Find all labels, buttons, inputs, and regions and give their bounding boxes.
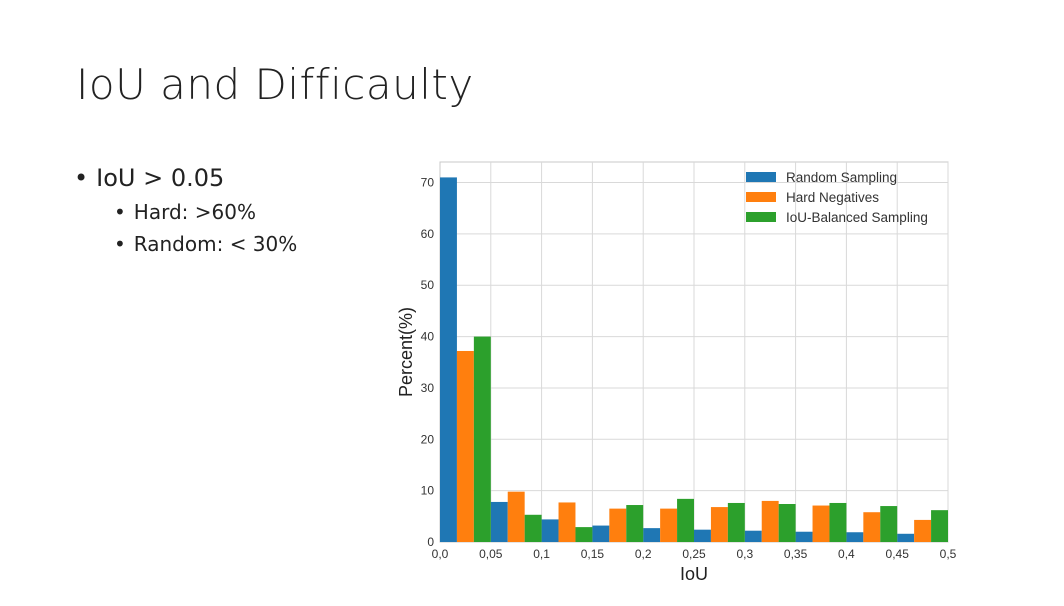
- bar-hard-negatives: [558, 502, 576, 542]
- y-tick-label: 20: [421, 432, 435, 446]
- x-tick-label: 0,2: [635, 547, 652, 561]
- bar-iou-balanced-sampling: [931, 510, 948, 542]
- bar-random-sampling: [846, 532, 864, 542]
- bar-hard-negatives: [609, 508, 627, 542]
- bullet-item: • IoU > 0.05: [74, 164, 297, 192]
- bar-iou-balanced-sampling: [626, 505, 644, 542]
- y-tick-label: 70: [421, 176, 435, 190]
- bullet-dot-icon: •: [114, 232, 126, 256]
- bullet-dot-icon: •: [114, 200, 126, 224]
- bar-hard-negatives: [761, 500, 779, 542]
- iou-histogram-chart: 0 10 20 30 40 50 60 70 0,0 0,05 0,1 0,15 0,2 0,25 0,3 0…: [380, 150, 980, 590]
- x-tick-label: 0,25: [682, 547, 706, 561]
- bar-random-sampling: [643, 528, 661, 542]
- x-tick-label: 0,3: [736, 547, 753, 561]
- bar-random-sampling: [744, 530, 762, 542]
- x-tick-label: 0,4: [838, 547, 855, 561]
- bar-iou-balanced-sampling: [473, 336, 491, 542]
- x-axis-label: IoU: [680, 564, 708, 584]
- bullet-text: IoU > 0.05: [96, 164, 225, 192]
- x-tick-label: 0,1: [533, 547, 550, 561]
- x-tick-label: 0,5: [940, 547, 957, 561]
- bar-random-sampling: [694, 529, 711, 542]
- legend-label: Hard Negatives: [786, 190, 879, 205]
- bar-hard-negatives: [710, 507, 728, 542]
- bar-hard-negatives: [812, 505, 830, 542]
- slide-title: IoU and Difficaulty: [76, 60, 474, 109]
- legend-swatch: [746, 192, 776, 202]
- bar-random-sampling: [592, 525, 610, 542]
- legend-label: IoU-Balanced Sampling: [786, 210, 928, 225]
- bullet-dot-icon: •: [74, 164, 89, 192]
- x-tick-label: 0,0: [432, 547, 449, 561]
- bar-hard-negatives: [507, 491, 525, 542]
- bar-random-sampling: [795, 531, 813, 542]
- bar-iou-balanced-sampling: [677, 498, 694, 542]
- x-tick-label: 0,15: [581, 547, 605, 561]
- bar-hard-negatives: [456, 350, 474, 542]
- bar-hard-negatives: [863, 512, 881, 542]
- bar-iou-balanced-sampling: [778, 504, 796, 542]
- y-tick-label: 10: [421, 484, 435, 498]
- y-tick-label: 50: [421, 278, 435, 292]
- bar-iou-balanced-sampling: [575, 527, 593, 542]
- legend-swatch: [746, 172, 776, 182]
- bullet-text: Random: < 30%: [133, 232, 298, 256]
- bar-random-sampling: [541, 519, 559, 542]
- bullet-list: • IoU > 0.05 • Hard: >60% • Random: < 30…: [74, 164, 297, 264]
- bar-iou-balanced-sampling: [880, 506, 898, 542]
- y-axis-label: Percent(%): [396, 307, 416, 397]
- bar-random-sampling: [440, 177, 457, 543]
- bullet-text: Hard: >60%: [133, 200, 256, 224]
- y-tick-label: 60: [421, 227, 435, 241]
- x-tick-label: 0,45: [886, 547, 910, 561]
- x-tick-label: 0,35: [784, 547, 808, 561]
- chart-svg: 0 10 20 30 40 50 60 70 0,0 0,05 0,1 0,15 0,2 0,25 0,3 0…: [396, 161, 957, 584]
- bar-random-sampling: [490, 501, 508, 542]
- bar-iou-balanced-sampling: [524, 514, 542, 542]
- bar-hard-negatives: [660, 508, 678, 542]
- legend-swatch: [746, 212, 776, 222]
- x-tick-label: 0,05: [479, 547, 503, 561]
- sub-bullet-item: • Hard: >60%: [114, 200, 297, 224]
- sub-bullet-item: • Random: < 30%: [114, 232, 297, 256]
- legend-label: Random Sampling: [786, 170, 897, 185]
- bar-random-sampling: [897, 533, 915, 542]
- y-tick-label: 0: [427, 535, 434, 549]
- bar-iou-balanced-sampling: [829, 502, 847, 542]
- bar-iou-balanced-sampling: [727, 502, 745, 542]
- bar-hard-negatives: [914, 519, 932, 542]
- y-tick-label: 30: [421, 381, 435, 395]
- y-tick-label: 40: [421, 330, 435, 344]
